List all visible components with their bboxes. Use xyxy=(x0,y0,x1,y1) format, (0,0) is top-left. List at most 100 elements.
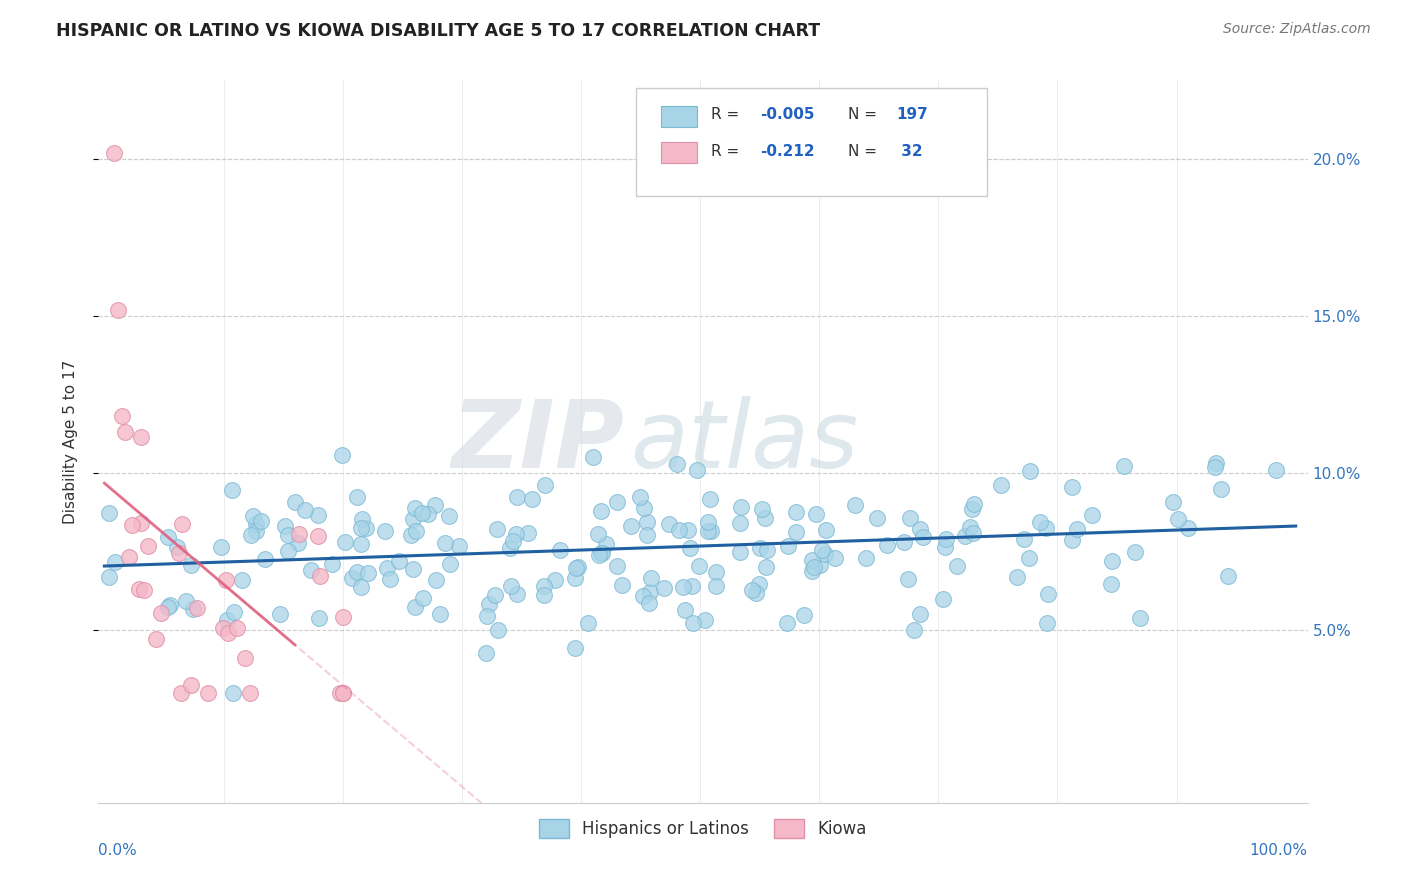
Point xyxy=(346,566,368,580)
Point xyxy=(673,603,696,617)
Point xyxy=(388,554,411,568)
Point xyxy=(245,524,267,539)
Point xyxy=(224,605,246,619)
Point xyxy=(533,579,555,593)
Point xyxy=(567,560,589,574)
Point xyxy=(401,527,423,541)
Point xyxy=(682,616,704,631)
Point xyxy=(217,613,239,627)
Point xyxy=(728,545,751,559)
Point xyxy=(1204,459,1226,474)
Point xyxy=(591,546,613,560)
Point xyxy=(696,516,718,530)
Text: 100.0%: 100.0% xyxy=(1250,843,1308,857)
Text: R =: R = xyxy=(711,107,745,121)
Point xyxy=(748,577,770,591)
Point xyxy=(374,524,396,538)
Point xyxy=(309,569,332,583)
Point xyxy=(499,579,522,593)
Text: atlas: atlas xyxy=(630,396,859,487)
Point xyxy=(170,686,193,700)
Point xyxy=(475,646,498,660)
Text: N =: N = xyxy=(848,107,882,121)
Point xyxy=(1209,482,1232,496)
Point xyxy=(425,499,447,513)
Point xyxy=(911,531,934,545)
Point xyxy=(591,546,613,560)
Point xyxy=(793,608,815,623)
Point xyxy=(357,566,380,580)
Point xyxy=(1035,521,1057,535)
Point xyxy=(595,537,617,551)
Point xyxy=(245,516,267,531)
Point xyxy=(682,579,704,593)
Point xyxy=(824,551,846,566)
Point xyxy=(955,529,977,543)
Point xyxy=(350,537,373,551)
Point xyxy=(174,594,197,608)
Point xyxy=(375,561,398,575)
FancyBboxPatch shape xyxy=(637,87,987,196)
Point xyxy=(876,538,898,552)
Point xyxy=(183,602,205,616)
Point xyxy=(631,589,654,603)
Point xyxy=(700,524,723,538)
Point xyxy=(811,542,834,557)
Point xyxy=(932,592,955,607)
Point xyxy=(815,523,838,537)
Point xyxy=(908,522,931,536)
Point xyxy=(699,491,721,506)
Point xyxy=(745,585,768,599)
Point xyxy=(250,514,273,528)
Point xyxy=(114,425,136,439)
Point xyxy=(693,614,716,628)
Point xyxy=(484,588,506,602)
Point xyxy=(1177,521,1199,535)
Point xyxy=(156,531,179,545)
Point xyxy=(156,599,179,614)
Point xyxy=(730,500,752,515)
Point xyxy=(935,532,957,546)
Point xyxy=(505,527,527,541)
Point xyxy=(1036,587,1059,601)
Point xyxy=(741,583,763,598)
Point xyxy=(288,527,311,541)
Point xyxy=(222,686,245,700)
Point xyxy=(117,550,139,565)
Point xyxy=(128,582,150,597)
Point xyxy=(588,548,610,562)
Point xyxy=(548,542,571,557)
Point xyxy=(502,533,524,548)
Text: -0.005: -0.005 xyxy=(759,107,814,121)
Point xyxy=(1114,459,1136,474)
Point xyxy=(416,507,439,521)
Point xyxy=(499,541,522,555)
Point xyxy=(1018,464,1040,478)
Point xyxy=(589,504,612,518)
Text: 32: 32 xyxy=(897,144,924,159)
Point xyxy=(628,491,651,505)
Point xyxy=(332,686,354,700)
Point xyxy=(679,541,702,555)
Text: R =: R = xyxy=(711,144,745,159)
Point xyxy=(959,519,981,533)
Point xyxy=(1166,512,1188,526)
Point xyxy=(808,558,831,573)
Point xyxy=(402,511,425,525)
Point xyxy=(704,565,727,579)
Point xyxy=(806,507,828,521)
Text: 197: 197 xyxy=(897,107,928,121)
Point xyxy=(439,557,461,571)
Point xyxy=(253,552,276,566)
Point xyxy=(776,615,799,630)
Text: 0.0%: 0.0% xyxy=(98,843,138,857)
Text: HISPANIC OR LATINO VS KIOWA DISABILITY AGE 5 TO 17 CORRELATION CHART: HISPANIC OR LATINO VS KIOWA DISABILITY A… xyxy=(56,22,820,40)
Point xyxy=(180,678,202,692)
Point xyxy=(755,543,778,558)
Point xyxy=(308,611,330,625)
Point xyxy=(425,574,447,588)
Point xyxy=(129,430,152,444)
Point xyxy=(307,508,329,523)
Point xyxy=(136,539,159,553)
Point xyxy=(330,448,353,462)
